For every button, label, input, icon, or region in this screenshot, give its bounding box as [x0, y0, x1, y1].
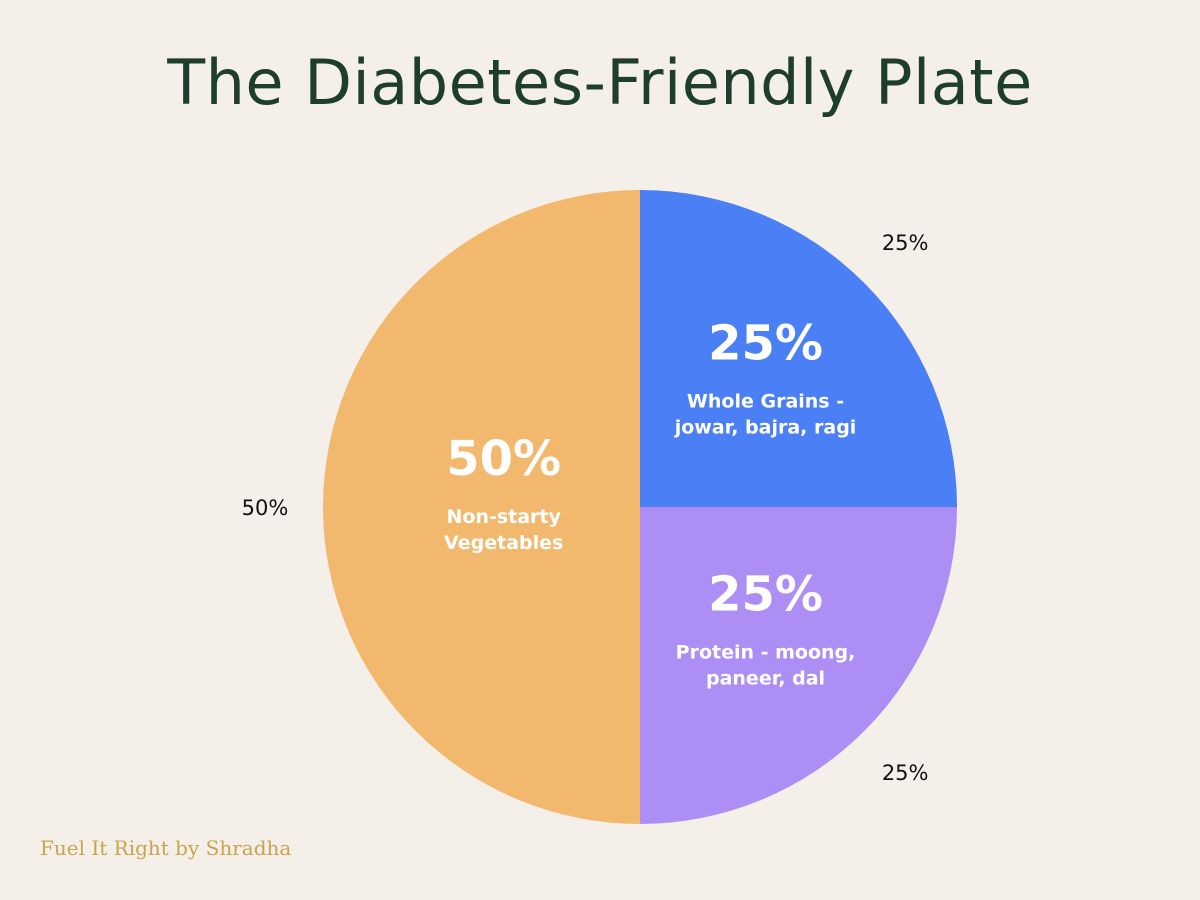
- pie-labels: 25% Whole Grains - jowar, bajra, ragi 25% 25…: [242, 231, 929, 785]
- slice-percent-whole-grains: 25%: [708, 315, 823, 371]
- pie-slice-non-starty-vegetables: [323, 190, 640, 824]
- slice-label-non-starty-vegetables-line-2: Vegetables: [444, 532, 563, 554]
- slice-label-non-starty-vegetables-line-1: Non-starty: [446, 506, 561, 528]
- slice-percent-non-starty-vegetables: 50%: [446, 431, 561, 487]
- chart-title: The Diabetes-Friendly Plate: [167, 46, 1033, 119]
- pie-slices: [323, 190, 957, 824]
- slice-label-whole-grains-line-2: jowar, bajra, ragi: [674, 416, 857, 438]
- outer-label-whole-grains: 25%: [882, 231, 929, 255]
- footer-credit: Fuel It Right by Shradha: [40, 836, 292, 860]
- outer-label-protein: 25%: [882, 761, 929, 785]
- pie-slice-whole-grains: [640, 190, 957, 507]
- pie-slice-protein: [640, 507, 957, 824]
- outer-label-non-starty-vegetables: 50%: [242, 496, 289, 520]
- slice-label-protein-line-1: Protein - moong,: [676, 642, 856, 664]
- slice-percent-protein: 25%: [708, 567, 823, 623]
- slice-label-protein-line-2: paneer, dal: [706, 668, 825, 690]
- slice-label-whole-grains-line-1: Whole Grains -: [687, 390, 844, 412]
